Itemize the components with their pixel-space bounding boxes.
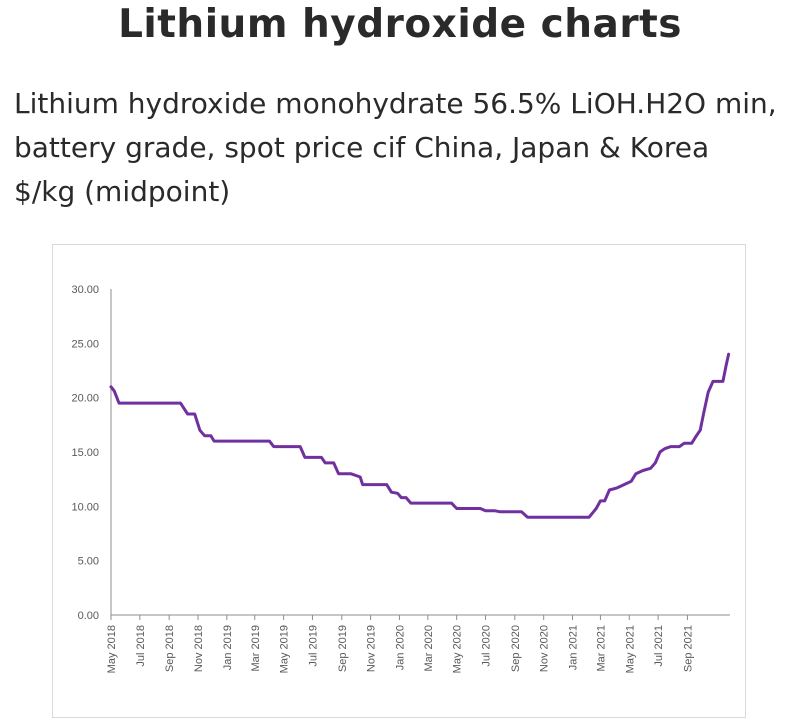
y-tick-label: 20.00 <box>71 393 99 405</box>
x-tick-label: May 2021 <box>624 625 636 673</box>
x-axis: May 2018 Jul 2018 Sep 2018 Nov 2018 Jan 2019… <box>106 614 730 673</box>
x-tick-label: Mar 2019 <box>250 625 262 671</box>
y-tick-label: 0.00 <box>78 610 99 622</box>
y-axis: 0.00 5.00 10.00 15.00 20.00 25.00 30.00 <box>71 284 112 622</box>
x-tick-label: Mar 2021 <box>595 625 607 671</box>
chart-frame: 0.00 5.00 10.00 15.00 20.00 25.00 30.00 May 20… <box>52 244 746 718</box>
x-tick-label: May 2018 <box>106 625 118 673</box>
x-tick-label: Nov 2018 <box>193 625 205 672</box>
page-title: Lithium hydroxide charts <box>118 2 682 47</box>
description-line-3: $/kg (midpoint) <box>14 175 231 208</box>
x-tick-label: Nov 2020 <box>539 625 551 672</box>
x-tick-label: Sep 2020 <box>510 625 522 672</box>
y-tick-label: 5.00 <box>78 556 99 568</box>
x-tick-label: May 2020 <box>452 625 464 673</box>
x-tick-label: Sep 2019 <box>337 625 349 672</box>
y-tick-label: 10.00 <box>71 501 99 513</box>
x-tick-label: Jan 2020 <box>394 625 406 670</box>
x-tick-label: Jul 2020 <box>481 625 493 667</box>
price-series-line <box>109 352 731 519</box>
x-tick-label: Mar 2020 <box>423 625 435 671</box>
price-line-chart: 0.00 5.00 10.00 15.00 20.00 25.00 30.00 May 20… <box>71 284 731 673</box>
x-tick-label: Sep 2021 <box>682 625 694 672</box>
x-tick-label: Nov 2019 <box>366 625 378 672</box>
chart-description: Lithium hydroxide monohydrate 56.5% LiOH… <box>14 82 794 214</box>
description-line-2: battery grade, spot price cif China, Jap… <box>14 131 710 164</box>
x-tick-label: Sep 2018 <box>164 625 176 672</box>
series-group <box>109 352 731 519</box>
x-tick-label: Jan 2019 <box>222 625 234 670</box>
x-tick-label: Jul 2019 <box>307 625 319 667</box>
x-tick-label: Jan 2021 <box>568 625 580 670</box>
description-line-1: Lithium hydroxide monohydrate 56.5% LiOH… <box>14 87 777 120</box>
y-tick-label: 25.00 <box>71 338 99 350</box>
y-tick-label: 30.00 <box>71 284 99 296</box>
x-tick-label: May 2019 <box>279 625 291 673</box>
x-tick-label: Jul 2021 <box>653 625 665 667</box>
y-tick-label: 15.00 <box>71 447 99 459</box>
x-tick-label: Jul 2018 <box>135 625 147 667</box>
